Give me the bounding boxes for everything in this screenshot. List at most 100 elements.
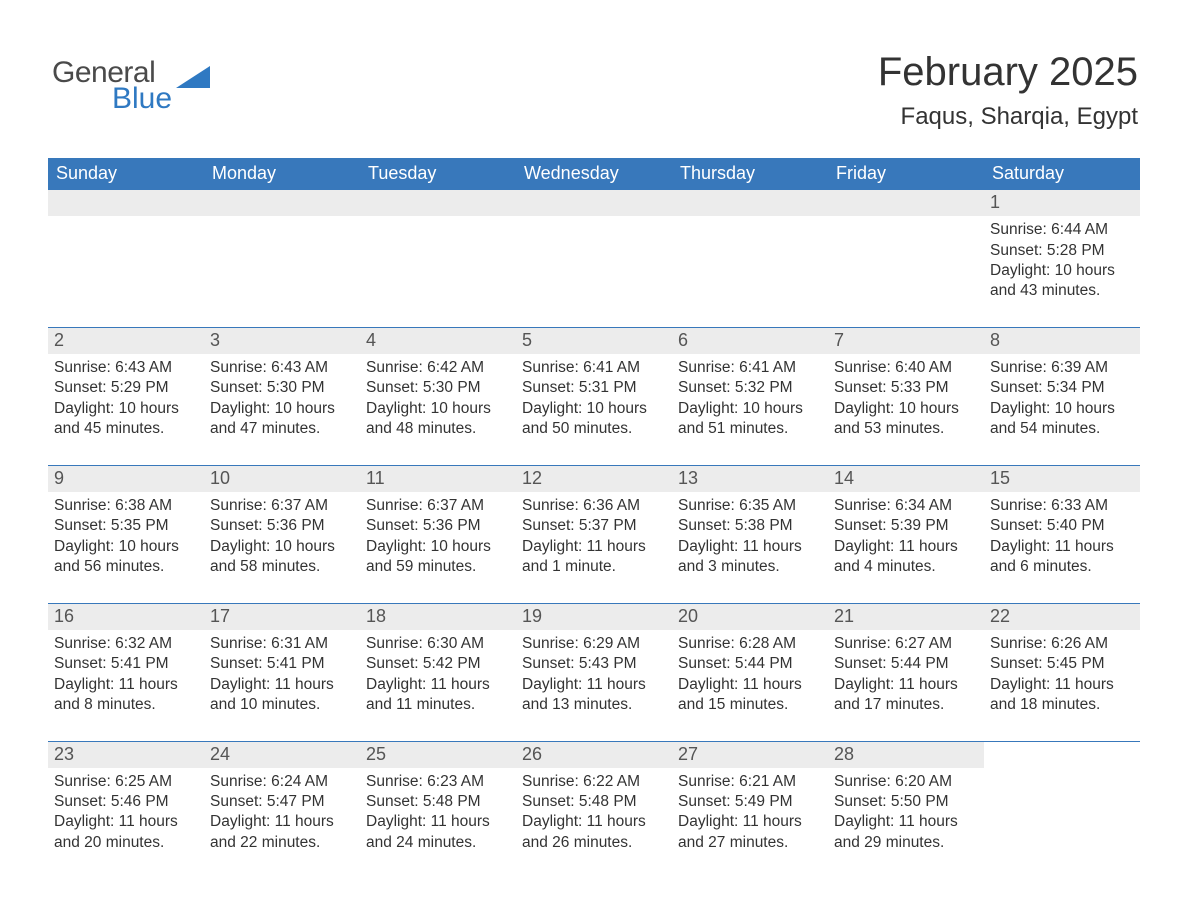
day-info: Sunrise: 6:28 AMSunset: 5:44 PMDaylight:… [678,634,822,715]
day-sunset: Sunset: 5:48 PM [366,792,510,812]
day-sunrise: Sunrise: 6:43 AM [54,358,198,378]
day-number: 26 [516,742,672,768]
day-daylight2: and 10 minutes. [210,695,354,715]
day-daylight1: Daylight: 11 hours [678,675,822,695]
day-info: Sunrise: 6:42 AMSunset: 5:30 PMDaylight:… [366,358,510,439]
calendar-day-cell: 18Sunrise: 6:30 AMSunset: 5:42 PMDayligh… [360,604,516,721]
day-sunrise: Sunrise: 6:43 AM [210,358,354,378]
day-number: 8 [984,328,1140,354]
day-number [828,190,984,216]
calendar-day-cell: 7Sunrise: 6:40 AMSunset: 5:33 PMDaylight… [828,328,984,445]
day-number: 13 [672,466,828,492]
day-daylight2: and 24 minutes. [366,833,510,853]
day-sunrise: Sunrise: 6:41 AM [522,358,666,378]
day-sunrise: Sunrise: 6:37 AM [366,496,510,516]
day-daylight2: and 17 minutes. [834,695,978,715]
day-sunrise: Sunrise: 6:38 AM [54,496,198,516]
calendar-day-cell: 15Sunrise: 6:33 AMSunset: 5:40 PMDayligh… [984,466,1140,583]
day-sunset: Sunset: 5:40 PM [990,516,1134,536]
calendar-day-cell: 17 Sunrise: 6:31 AMSunset: 5:41 PMDayligh… [204,604,360,721]
calendar-week-row: 16Sunrise: 6:32 AMSunset: 5:41 PMDayligh… [48,603,1140,721]
calendar: SundayMondayTuesdayWednesdayThursdayFrid… [48,158,1140,859]
calendar-week-row: 1Sunrise: 6:44 AMSunset: 5:28 PMDaylight… [48,190,1140,307]
day-sunset: Sunset: 5:28 PM [990,241,1134,261]
day-number: 28 [828,742,984,768]
calendar-day-cell: 11 Sunrise: 6:37 AMSunset: 5:36 PMDayligh… [360,466,516,583]
day-info: Sunrise: 6:34 AMSunset: 5:39 PMDaylight:… [834,496,978,577]
day-sunrise: Sunrise: 6:21 AM [678,772,822,792]
day-info: Sunrise: 6:29 AMSunset: 5:43 PMDaylight:… [522,634,666,715]
day-info: Sunrise: 6:38 AMSunset: 5:35 PMDaylight:… [54,496,198,577]
calendar-empty-cell [360,190,516,307]
day-daylight2: and 11 minutes. [366,695,510,715]
day-daylight1: Daylight: 11 hours [834,812,978,832]
day-sunset: Sunset: 5:41 PM [210,654,354,674]
day-number: 9 [48,466,204,492]
day-sunset: Sunset: 5:35 PM [54,516,198,536]
calendar-day-cell: 10Sunrise: 6:37 AMSunset: 5:36 PMDayligh… [204,466,360,583]
weekday-header-cell: Saturday [984,158,1140,190]
day-info: Sunrise: 6:23 AMSunset: 5:48 PMDaylight:… [366,772,510,853]
day-sunset: Sunset: 5:50 PM [834,792,978,812]
day-sunrise: Sunrise: 6:22 AM [522,772,666,792]
day-sunrise: Sunrise: 6:24 AM [210,772,354,792]
day-sunrise: Sunrise: 6:42 AM [366,358,510,378]
calendar-day-cell: 6Sunrise: 6:41 AMSunset: 5:32 PMDaylight… [672,328,828,445]
calendar-empty-cell [984,742,1140,859]
day-daylight2: and 56 minutes. [54,557,198,577]
day-info: Sunrise: 6:37 AMSunset: 5:36 PMDaylight:… [366,496,510,577]
day-daylight1: Daylight: 11 hours [990,537,1134,557]
day-sunrise: Sunrise: 6:44 AM [990,220,1134,240]
day-info: Sunrise: 6:33 AMSunset: 5:40 PMDaylight:… [990,496,1134,577]
day-daylight2: and 29 minutes. [834,833,978,853]
day-daylight2: and 54 minutes. [990,419,1134,439]
day-info: Sunrise: 6:20 AMSunset: 5:50 PMDaylight:… [834,772,978,853]
weekday-header-cell: Sunday [48,158,204,190]
day-sunset: Sunset: 5:33 PM [834,378,978,398]
day-sunset: Sunset: 5:44 PM [834,654,978,674]
day-daylight1: Daylight: 10 hours [366,399,510,419]
day-sunrise: Sunrise: 6:32 AM [54,634,198,654]
day-sunset: Sunset: 5:32 PM [678,378,822,398]
day-number: 21 [828,604,984,630]
day-daylight2: and 45 minutes. [54,419,198,439]
day-sunrise: Sunrise: 6:30 AM [366,634,510,654]
day-sunrise: Sunrise: 6:36 AM [522,496,666,516]
day-daylight1: Daylight: 10 hours [210,399,354,419]
day-info: Sunrise: 6:43 AMSunset: 5:30 PMDaylight:… [210,358,354,439]
day-sunset: Sunset: 5:41 PM [54,654,198,674]
day-daylight2: and 27 minutes. [678,833,822,853]
day-info: Sunrise: 6:44 AMSunset: 5:28 PMDaylight:… [990,220,1134,301]
day-info: Sunrise: 6:32 AMSunset: 5:41 PMDaylight:… [54,634,198,715]
day-sunrise: Sunrise: 6:33 AM [990,496,1134,516]
day-sunset: Sunset: 5:42 PM [366,654,510,674]
day-daylight1: Daylight: 11 hours [366,675,510,695]
day-info: Sunrise: 6:31 AMSunset: 5:41 PMDaylight:… [210,634,354,715]
day-sunset: Sunset: 5:29 PM [54,378,198,398]
day-daylight2: and 47 minutes. [210,419,354,439]
day-sunrise: Sunrise: 6:23 AM [366,772,510,792]
day-number: 11 [360,466,516,492]
day-daylight1: Daylight: 11 hours [522,812,666,832]
day-number: 7 [828,328,984,354]
calendar-day-cell: 27Sunrise: 6:21 AMSunset: 5:49 PMDayligh… [672,742,828,859]
calendar-day-cell: 19Sunrise: 6:29 AMSunset: 5:43 PMDayligh… [516,604,672,721]
brand-logo: General Blue [52,58,210,114]
day-sunset: Sunset: 5:34 PM [990,378,1134,398]
calendar-day-cell: 14Sunrise: 6:34 AMSunset: 5:39 PMDayligh… [828,466,984,583]
calendar-day-cell: 9 Sunrise: 6:38 AMSunset: 5:35 PMDaylight… [48,466,204,583]
calendar-day-cell: 28 Sunrise: 6:20 AMSunset: 5:50 PMDayligh… [828,742,984,859]
day-sunset: Sunset: 5:49 PM [678,792,822,812]
day-sunrise: Sunrise: 6:26 AM [990,634,1134,654]
day-sunrise: Sunrise: 6:29 AM [522,634,666,654]
day-number: 17 [204,604,360,630]
calendar-day-cell: 5Sunrise: 6:41 AMSunset: 5:31 PMDaylight… [516,328,672,445]
page-header: February 2025 Faqus, Sharqia, Egypt [878,50,1138,131]
day-number: 4 [360,328,516,354]
day-number: 23 [48,742,204,768]
day-number: 25 [360,742,516,768]
day-info: Sunrise: 6:43 AMSunset: 5:29 PMDaylight:… [54,358,198,439]
day-daylight2: and 22 minutes. [210,833,354,853]
day-info: Sunrise: 6:37 AMSunset: 5:36 PMDaylight:… [210,496,354,577]
calendar-day-cell: 23Sunrise: 6:25 AMSunset: 5:46 PMDayligh… [48,742,204,859]
